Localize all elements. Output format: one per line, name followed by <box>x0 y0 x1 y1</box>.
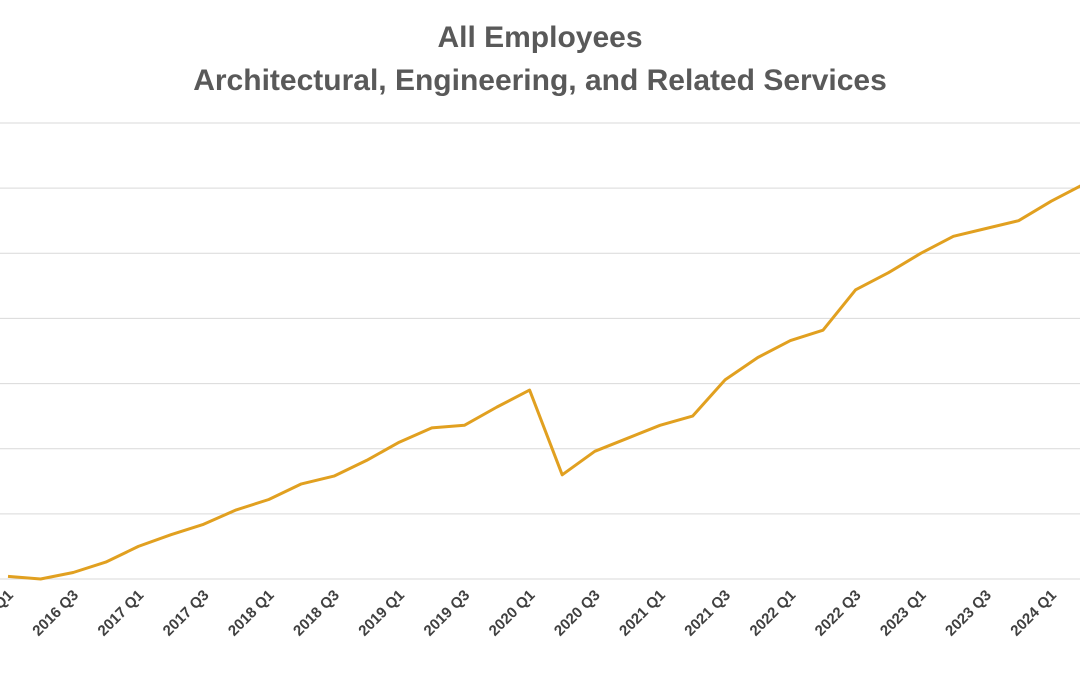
x-tick-label: 2017 Q1 <box>95 587 148 640</box>
x-tick-label: 2023 Q1 <box>877 587 930 640</box>
x-tick-label: 2021 Q1 <box>616 587 669 640</box>
x-tick-label: 2020 Q1 <box>486 587 539 640</box>
chart-subtitle: Architectural, Engineering, and Related … <box>193 64 887 97</box>
x-tick-label: 2020 Q3 <box>551 587 604 640</box>
x-tick-label: 2021 Q3 <box>681 587 734 640</box>
chart-title: All Employees <box>437 21 642 54</box>
x-tick-label: 2017 Q3 <box>160 587 213 640</box>
x-tick-label: 2016 Q1 <box>0 587 17 640</box>
x-tick-label: 2016 Q3 <box>29 587 82 640</box>
x-tick-label: 2022 Q1 <box>747 587 800 640</box>
x-tick-label: 2022 Q3 <box>812 587 865 640</box>
x-tick-label: 2019 Q1 <box>355 587 408 640</box>
data-line <box>7 184 1080 581</box>
x-tick-label: 2024 Q1 <box>1007 587 1060 640</box>
x-tick-label: 2018 Q1 <box>225 587 278 640</box>
x-tick-label: 2018 Q3 <box>290 587 343 640</box>
x-tick-label: 2019 Q3 <box>421 587 474 640</box>
x-tick-label: 2023 Q3 <box>942 587 995 640</box>
